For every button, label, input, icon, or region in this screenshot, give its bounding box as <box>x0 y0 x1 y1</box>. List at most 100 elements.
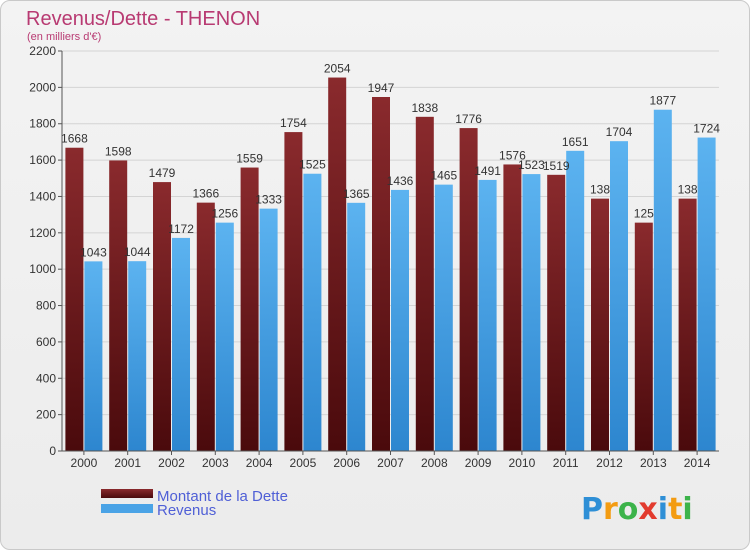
data-label: 1519 <box>543 159 570 173</box>
data-label: 1724 <box>693 122 720 136</box>
x-tick-label: 2008 <box>421 456 448 470</box>
y-tick-label: 1800 <box>29 117 56 131</box>
bar-dette <box>415 116 434 452</box>
y-tick-label: 800 <box>36 299 56 313</box>
bar-dette <box>65 147 84 451</box>
bar-dette <box>153 182 171 451</box>
bar-dette <box>591 198 609 451</box>
data-label: 1256 <box>211 207 238 221</box>
x-tick-label: 2010 <box>509 456 536 470</box>
data-label: 1776 <box>455 112 482 126</box>
bar-dette <box>372 97 390 451</box>
x-tick-label: 2011 <box>553 456 579 470</box>
bar-revenus <box>215 222 234 451</box>
data-label: 1651 <box>562 135 589 149</box>
proxiti-logo: Proxiti <box>581 492 693 527</box>
bar-revenus <box>259 208 278 451</box>
bar-dette <box>547 174 566 451</box>
data-label: 1877 <box>649 94 676 108</box>
data-labels: 1668 1043 1598 1044 1479 1172 1366 1256 1559 1333… <box>61 62 720 260</box>
data-label: 1947 <box>368 81 395 95</box>
x-tick-label: 2004 <box>246 456 273 470</box>
x-tick-label: 2005 <box>290 456 317 470</box>
bar-revenus <box>128 261 147 451</box>
bars <box>65 77 716 452</box>
data-label: 1436 <box>387 174 414 188</box>
bar-dette <box>634 222 653 451</box>
y-tick-label: 600 <box>36 335 56 349</box>
data-label: 1576 <box>499 148 526 162</box>
bar-dette <box>240 167 259 451</box>
bar-revenus <box>434 184 453 452</box>
bar-revenus <box>566 150 585 451</box>
y-axis-ticks: 0 200 400 600 800 1000 1200 1400 1600 1800 2000 220… <box>29 44 56 458</box>
x-tick-label: 2003 <box>202 456 229 470</box>
bar-dette <box>284 132 303 451</box>
x-tick-label: 2000 <box>71 456 98 470</box>
y-tick-label: 200 <box>36 408 56 422</box>
bar-revenus <box>478 179 497 451</box>
y-tick-label: 1000 <box>29 262 56 276</box>
grid <box>58 50 719 452</box>
x-axis-ticks: 2000 2001 2002 2003 2004 2005 2006 2007 2008 2009… <box>71 451 711 470</box>
bar-revenus <box>522 174 541 451</box>
data-label: 1333 <box>255 193 282 207</box>
data-label: 1559 <box>236 152 263 166</box>
legend-swatch-revenus <box>101 504 153 513</box>
data-label: 1523 <box>518 158 545 172</box>
chart-title: Revenus/Dette - THENON <box>26 8 260 30</box>
bar-dette <box>328 77 347 451</box>
y-tick-label: 0 <box>49 444 56 458</box>
x-tick-label: 2001 <box>114 456 141 470</box>
data-label: 1465 <box>430 169 457 183</box>
bar-revenus <box>697 137 716 451</box>
data-label: 125 <box>634 207 654 221</box>
bar-revenus <box>391 189 409 451</box>
bar-revenus <box>610 141 628 451</box>
data-label: 1172 <box>168 222 194 236</box>
bar-dette <box>503 164 522 452</box>
x-tick-label: 2002 <box>158 456 185 470</box>
data-label: 138 <box>678 183 698 197</box>
bar-dette <box>109 160 128 452</box>
x-tick-label: 2012 <box>596 456 623 470</box>
legend-label-revenus: Revenus <box>157 502 216 519</box>
bar-revenus <box>347 202 366 451</box>
data-label: 1838 <box>411 101 438 115</box>
data-label: 1704 <box>606 125 633 139</box>
chart-subtitle: (en milliers d'€) <box>27 31 101 43</box>
y-tick-label: 1600 <box>29 153 56 167</box>
data-label: 1044 <box>124 245 151 259</box>
data-label: 1525 <box>299 158 326 172</box>
legend: Montant de la Dette Revenus <box>101 488 288 519</box>
y-tick-label: 400 <box>36 371 56 385</box>
bar-revenus <box>84 261 103 451</box>
data-label: 1479 <box>149 166 176 180</box>
x-tick-label: 2009 <box>465 456 492 470</box>
bar-dette <box>196 202 215 451</box>
data-label: 1754 <box>280 116 307 130</box>
bar-revenus <box>172 237 190 451</box>
x-tick-label: 2007 <box>377 456 404 470</box>
x-tick-label: 2013 <box>640 456 667 470</box>
data-label: 1366 <box>192 187 219 201</box>
svg-text:Proxiti: Proxiti <box>581 492 693 527</box>
data-label: 1491 <box>474 164 501 178</box>
legend-swatch-dette <box>101 489 153 498</box>
data-label: 1365 <box>343 187 370 201</box>
x-tick-label: 2014 <box>684 456 711 470</box>
bar-revenus <box>653 109 672 452</box>
y-tick-label: 2000 <box>29 80 56 94</box>
bar-dette <box>459 128 478 451</box>
bar-dette <box>678 198 697 451</box>
data-label: 1043 <box>80 245 107 259</box>
y-tick-label: 1200 <box>29 226 56 240</box>
bar-revenus <box>303 173 322 451</box>
data-label: 1598 <box>105 144 132 158</box>
y-tick-label: 1400 <box>29 189 56 203</box>
data-label: 138 <box>590 183 610 197</box>
x-tick-label: 2006 <box>333 456 360 470</box>
data-label: 2054 <box>324 62 351 76</box>
